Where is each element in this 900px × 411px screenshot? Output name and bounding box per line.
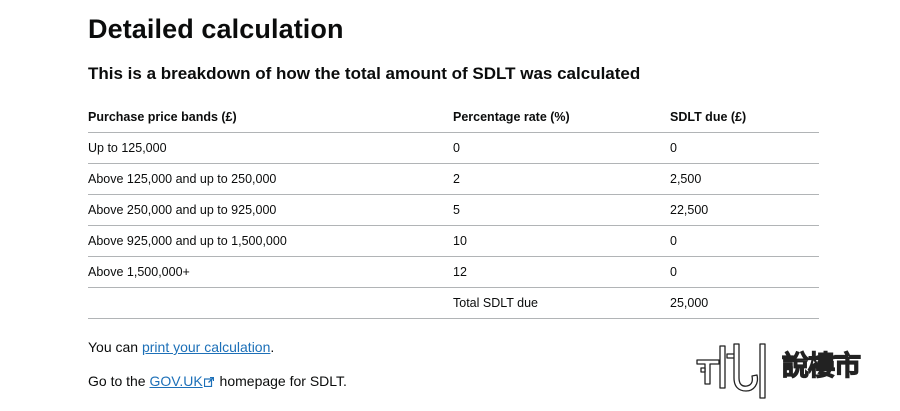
band-cell: Above 125,000 and up to 250,000 <box>88 163 453 195</box>
print-calculation-link[interactable]: print your calculation <box>141 339 271 355</box>
table-row: Above 1,500,000+ 12 0 <box>88 256 819 288</box>
band-cell: Above 1,500,000+ <box>88 256 453 288</box>
watermark-text: 說樓市 <box>781 350 861 382</box>
table-row: Up to 125,000 0 0 <box>88 132 819 164</box>
gov-prefix-text: Go to the <box>88 373 150 389</box>
total-label: Total SDLT due <box>453 287 670 319</box>
external-link-icon <box>203 374 214 388</box>
print-suffix-text: . <box>270 339 275 355</box>
gov-uk-paragraph: Go to the GOV.UK homepage for SDLT. <box>88 373 347 389</box>
sdlt-breakdown-table: Purchase price bands (£) Percentage rate… <box>88 102 819 319</box>
total-empty-cell <box>88 287 453 319</box>
table-row: Above 125,000 and up to 250,000 2 2,500 <box>88 163 819 195</box>
header-sdlt-due: SDLT due (£) <box>670 102 819 133</box>
print-prefix-text: You can <box>88 339 142 355</box>
page-subtitle: This is a breakdown of how the total amo… <box>88 64 641 83</box>
due-cell: 0 <box>670 256 819 288</box>
watermark-mark-icon <box>696 343 766 399</box>
print-calculation-paragraph: You can print your calculation. <box>88 339 274 355</box>
table-header-row: Purchase price bands (£) Percentage rate… <box>88 102 819 133</box>
band-cell: Above 925,000 and up to 1,500,000 <box>88 225 453 257</box>
total-value: 25,000 <box>670 287 819 319</box>
due-cell: 2,500 <box>670 163 819 195</box>
table-row: Above 925,000 and up to 1,500,000 10 0 <box>88 225 819 257</box>
gov-uk-link-label: GOV.UK <box>149 373 203 389</box>
total-row: Total SDLT due 25,000 <box>88 287 819 319</box>
due-cell: 22,500 <box>670 194 819 226</box>
rate-cell: 2 <box>453 163 670 195</box>
band-cell: Up to 125,000 <box>88 132 453 164</box>
watermark-logo: 說樓市 <box>694 338 894 400</box>
rate-cell: 12 <box>453 256 670 288</box>
header-purchase-price-bands: Purchase price bands (£) <box>88 102 453 133</box>
table-row: Above 250,000 and up to 925,000 5 22,500 <box>88 194 819 226</box>
band-cell: Above 250,000 and up to 925,000 <box>88 194 453 226</box>
header-percentage-rate: Percentage rate (%) <box>453 102 670 133</box>
rate-cell: 0 <box>453 132 670 164</box>
gov-suffix-text: homepage for SDLT. <box>215 373 347 389</box>
due-cell: 0 <box>670 225 819 257</box>
rate-cell: 5 <box>453 194 670 226</box>
rate-cell: 10 <box>453 225 670 257</box>
due-cell: 0 <box>670 132 819 164</box>
page-title: Detailed calculation <box>88 14 344 44</box>
gov-uk-link[interactable]: GOV.UK <box>149 373 215 389</box>
